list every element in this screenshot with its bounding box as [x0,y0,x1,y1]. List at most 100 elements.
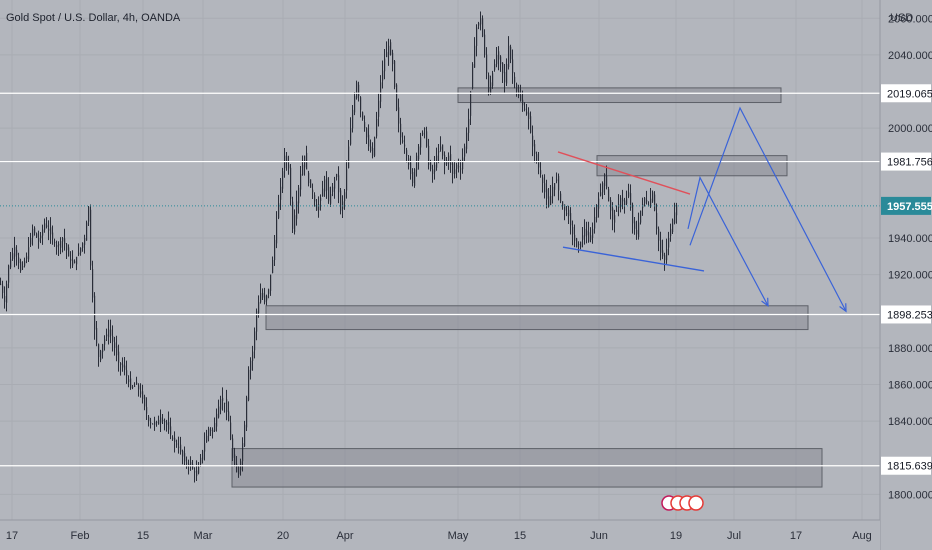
candle-body [204,443,206,452]
candle-body [72,259,74,266]
candle-body [32,228,34,238]
level-price-tag [881,84,931,103]
candle-body [316,204,318,211]
candle-body [90,209,92,266]
candle-body [368,134,370,147]
candle-body [574,234,576,241]
candle-body [292,201,294,229]
candle-body [226,399,228,412]
candle-body [148,416,150,422]
candle-body [390,42,392,55]
candle-body [214,422,216,431]
candle-body [124,365,126,370]
candle-body [4,296,6,303]
candle-body [128,379,130,383]
candle-body [254,331,256,351]
candle-body [272,260,274,274]
candle-body [250,360,252,371]
candle-body [302,164,304,175]
price-tick-label: 2060.000 [888,13,932,25]
candle-body [512,59,514,74]
candle-body [552,186,554,197]
candle-body [116,345,118,356]
candle-body [242,443,244,462]
candle-body [318,204,320,211]
projection-paths [687,106,847,313]
candle-body [170,426,172,435]
news-badges[interactable] [661,495,704,511]
candle-body [42,229,44,236]
candle-body [654,194,656,211]
candle-body [432,169,434,174]
candle-body [410,161,412,174]
support-trendline [562,246,705,272]
candle-body [244,424,246,447]
candle-body [162,419,164,421]
price-tick-label: 1920.000 [888,270,932,282]
candle-body [584,228,586,237]
candle-body [400,123,402,138]
candle-body [58,244,60,246]
candle-body [414,169,416,186]
level-price-label: 1815.639 [887,461,932,473]
candle-body [344,192,346,201]
candle-body [194,471,196,473]
candle-body [388,45,390,56]
candle-body [338,175,340,193]
candle-body [428,145,430,165]
current-price-label: 1957.555 [887,201,932,213]
candle-body [562,201,564,206]
candle-body [102,344,104,353]
candle-body [476,27,478,46]
candle-body [550,195,552,206]
currency-label: USD [890,12,913,24]
candle-body [624,200,626,206]
level-price-tag [881,152,931,171]
candle-body [608,189,610,202]
candle-body [430,161,432,170]
level-price-tag [881,305,931,324]
candle-body [446,160,448,165]
time-tick-label: Jul [727,530,741,542]
time-axis[interactable]: 17 Feb 15 Mar 20 Apr May 15 Jun 19 Jul 17 Aug [0,519,880,550]
candle-body [8,265,10,283]
candle-body [110,329,112,336]
candle-body [92,269,94,298]
candle-body [114,342,116,348]
candle-body [146,407,148,414]
candle-body [106,334,108,337]
candle-body [384,58,386,72]
candle-body [534,144,536,154]
candle-body [676,205,678,216]
candle-body [258,302,260,314]
level-lines [0,92,880,467]
time-tick-label: Mar [194,530,213,542]
candle-body [46,225,48,228]
candle-body [36,233,38,238]
candle-body [82,242,84,248]
candle-body [332,186,334,192]
candle-body [130,378,132,389]
candle-body [184,453,186,462]
candle-body [188,463,190,466]
candle-body [412,172,414,184]
candle-body [630,193,632,208]
candle-body [296,201,298,219]
candle-body [230,422,232,440]
candle-body [174,437,176,442]
candle-body [264,295,266,303]
candle-body [536,154,538,162]
candle-body [228,411,230,422]
candle-body [98,344,100,358]
candle-body [86,222,88,241]
price-tick-label: 1840.000 [888,416,932,428]
candle-body [362,112,364,120]
candle-body [180,444,182,452]
candle-body [566,213,568,215]
price-axis[interactable]: 2060.000 2040.000 2000.000 1940.000 1920.000… [879,0,932,550]
candle-body [638,222,640,238]
candle-body [150,422,152,424]
flag-badge-icon[interactable] [688,495,704,511]
